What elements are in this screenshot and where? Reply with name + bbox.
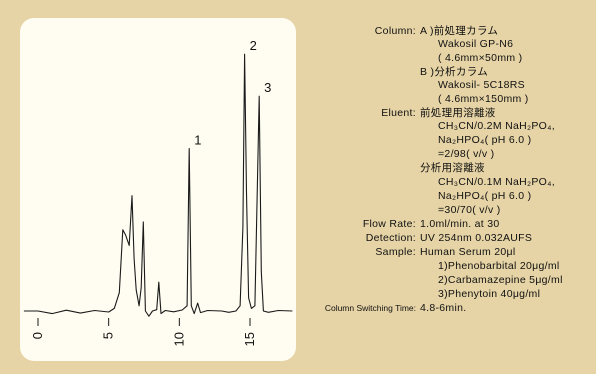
switch-time-value: 4.8-6min. [420,302,467,314]
peak-label: 1 [194,133,201,148]
eluent-b: 分析用溶離液 [420,162,485,174]
column-b-size: ( 4.6mm×150mm ) [438,93,529,105]
column-label: Column: [374,25,416,37]
peak-label: 3 [264,80,271,95]
column-b: B )分析カラム [420,66,489,78]
column-b-name: Wakosil- 5C18RS [438,79,525,91]
eluent-b-line1: CH₃CN/0.1M NaH₂PO₄, [438,176,555,188]
x-tick-label: 5 [101,332,116,339]
eluent-a: 前処理用溶離液 [420,107,496,119]
switch-time-label: Column Switching Time: [324,303,416,313]
sample-label: Sample: [375,246,416,258]
eluent-a-ratio: =2/98( v/v ) [438,148,495,160]
x-tick-label: 0 [30,332,45,339]
chromatogram-trace [23,53,293,317]
eluent-a-line1: CH₃CN/0.2M NaH₂PO₄, [438,120,555,132]
eluent-a-line2: Na₂HPO₄( pH 6.0 ) [438,134,532,146]
x-tick-label: 10 [171,332,186,346]
sample-value: Human Serum 20μl [420,246,516,258]
flow-rate-label: Flow Rate: [362,218,416,230]
column-a-size: ( 4.6mm×50mm ) [438,52,523,64]
detection-label: Detection: [365,232,416,244]
peak-label: 2 [250,38,257,53]
sample-2: 2)Carbamazepine 5μg/ml [438,274,563,286]
x-tick-label: 15 [242,332,257,346]
eluent-label: Eluent: [381,107,416,119]
flow-rate-value: 1.0ml/min. at 30 [420,218,500,230]
column-a-name: Wakosil GP-N6 [438,38,514,50]
sample-3: 3)Phenytoin 40μg/ml [438,288,541,300]
detection-value: UV 254nm 0.032AUFS [420,232,533,244]
sample-1: 1)Phenobarbital 20μg/ml [438,260,560,272]
column-a: A )前処理カラム [420,25,499,37]
eluent-b-line2: Na₂HPO₄( pH 6.0 ) [438,190,532,202]
eluent-b-ratio: =30/70( v/v ) [438,204,501,216]
